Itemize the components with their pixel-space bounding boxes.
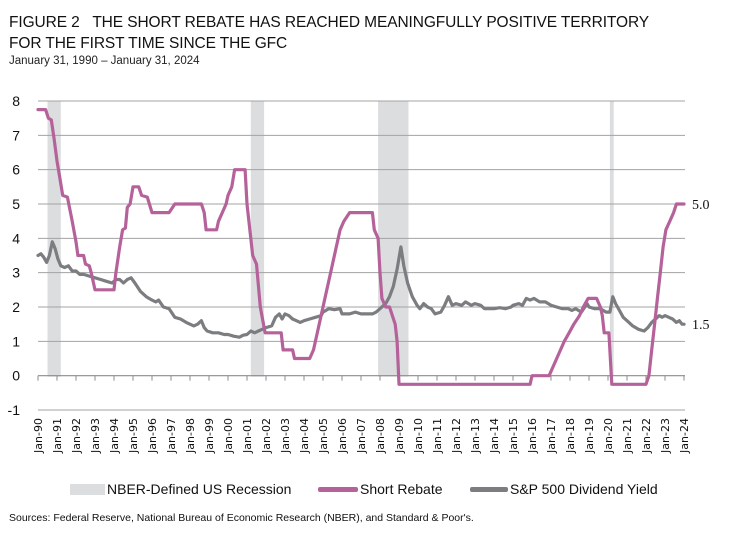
x-tick-label: Jan-92 bbox=[70, 418, 83, 454]
title-line-1: THE SHORT REBATE HAS REACHED MEANINGFULL… bbox=[92, 14, 650, 31]
y-tick-label: 8 bbox=[12, 93, 20, 109]
x-tick-label: Jan-90 bbox=[32, 418, 45, 454]
x-tick-label: Jan-13 bbox=[469, 418, 482, 454]
short-rebate-line bbox=[36, 108, 686, 386]
x-tick-label: Jan-94 bbox=[108, 418, 121, 454]
series-lines bbox=[36, 108, 686, 386]
x-tick-label: Jan-03 bbox=[279, 418, 292, 454]
x-tick-label: Jan-12 bbox=[450, 418, 463, 454]
gridlines bbox=[38, 100, 685, 411]
legend-label-recession: NBER-Defined US Recession bbox=[107, 481, 292, 497]
x-tick-label: Jan-23 bbox=[659, 418, 672, 454]
legend-label-short-rebate: Short Rebate bbox=[360, 481, 443, 497]
x-tick-label: Jan-08 bbox=[374, 418, 387, 454]
x-tick-label: Jan-02 bbox=[260, 418, 273, 454]
x-tick-label: Jan-17 bbox=[545, 418, 558, 454]
x-tick-label: Jan-96 bbox=[146, 418, 159, 454]
y-tick-label: 1 bbox=[12, 333, 20, 349]
x-tick-label: Jan-24 bbox=[678, 418, 691, 454]
source-note: Sources: Federal Reserve, National Burea… bbox=[9, 512, 474, 524]
dividend-yield-end-label: 1.5 bbox=[692, 318, 710, 333]
x-tick-label: Jan-95 bbox=[127, 418, 140, 454]
x-tick-label: Jan-01 bbox=[241, 418, 254, 454]
x-tick-label: Jan-19 bbox=[583, 418, 596, 454]
x-tick-label: Jan-18 bbox=[564, 418, 577, 454]
legend-item-recession: NBER-Defined US Recession bbox=[70, 480, 291, 498]
x-tick-label: Jan-05 bbox=[317, 418, 330, 454]
x-tick-label: Jan-00 bbox=[222, 418, 235, 454]
x-tick-label: Jan-04 bbox=[298, 418, 311, 454]
x-tick-label: Jan-98 bbox=[184, 418, 197, 454]
legend-item-dividend-yield: S&P 500 Dividend Yield bbox=[470, 480, 658, 498]
figure-label: FIGURE 2 bbox=[9, 14, 80, 31]
x-tick-label: Jan-99 bbox=[203, 418, 216, 454]
x-tick-label: Jan-11 bbox=[431, 418, 444, 454]
y-tick-label: 7 bbox=[12, 127, 20, 143]
y-tick-label: 0 bbox=[12, 368, 20, 384]
y-tick-label: 4 bbox=[12, 230, 20, 246]
x-tick-label: Jan-06 bbox=[336, 418, 349, 454]
x-tick-label: Jan-91 bbox=[51, 418, 64, 454]
x-tick-label: Jan-16 bbox=[526, 418, 539, 454]
x-tick-label: Jan-07 bbox=[355, 418, 368, 454]
x-tick-label: Jan-93 bbox=[89, 418, 102, 454]
recession-swatch bbox=[70, 483, 105, 495]
x-tick-label: Jan-10 bbox=[412, 418, 425, 454]
x-axis: Jan-90 Jan-91 Jan-92 Jan-93 Jan-94 Jan-95 Jan-… bbox=[32, 375, 691, 454]
short-rebate-end-label: 5.0 bbox=[692, 198, 710, 213]
dividend-yield-swatch bbox=[470, 486, 508, 492]
legend-item-short-rebate: Short Rebate bbox=[318, 480, 443, 498]
x-tick-label: Jan-14 bbox=[488, 418, 501, 454]
x-tick-label: Jan-15 bbox=[507, 418, 520, 454]
y-tick-label: 5 bbox=[12, 196, 20, 212]
x-tick-label: Jan-21 bbox=[621, 418, 634, 454]
y-tick-label: 3 bbox=[12, 265, 20, 281]
legend-label-dividend-yield: S&P 500 Dividend Yield bbox=[510, 481, 658, 497]
x-tick-label: Jan-97 bbox=[165, 418, 178, 454]
line-chart: Jan-90 Jan-91 Jan-92 Jan-93 Jan-94 Jan-95 Jan-… bbox=[8, 93, 710, 454]
chart-subtitle: January 31, 1990 – January 31, 2024 bbox=[9, 55, 200, 67]
x-tick-label: Jan-20 bbox=[602, 418, 615, 454]
y-tick-label: 2 bbox=[12, 299, 20, 315]
dividend-yield-line bbox=[36, 240, 686, 339]
chart-title: FIGURE 2 THE SHORT REBATE HAS REACHED ME… bbox=[9, 12, 649, 54]
x-tick-label: Jan-09 bbox=[393, 418, 406, 454]
y-axis: -1 0 1 2 3 4 5 6 7 8 bbox=[8, 93, 21, 418]
y-tick-label: 6 bbox=[12, 162, 20, 178]
title-line-2: FOR THE FIRST TIME SINCE THE GFC bbox=[9, 35, 288, 52]
y-tick-label: -1 bbox=[8, 402, 21, 418]
short-rebate-swatch bbox=[318, 486, 358, 492]
end-labels: 5.0 1.5 bbox=[692, 198, 710, 333]
x-tick-label: Jan-22 bbox=[640, 418, 653, 454]
